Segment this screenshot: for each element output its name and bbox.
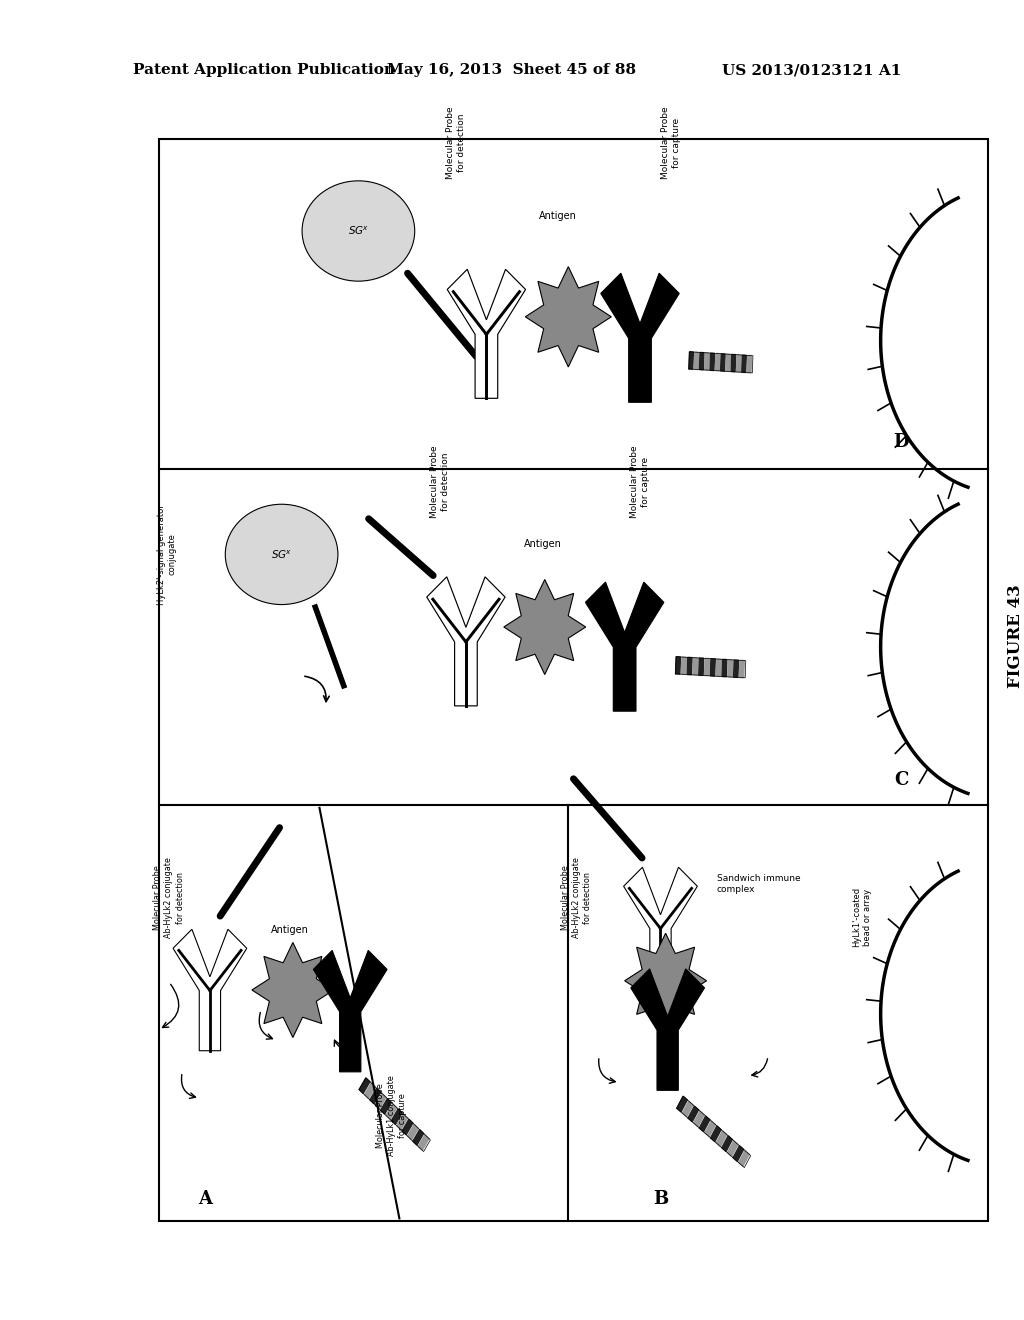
- Polygon shape: [682, 1101, 693, 1117]
- Polygon shape: [726, 354, 730, 371]
- Text: SG$^x$: SG$^x$: [271, 548, 292, 561]
- Polygon shape: [688, 1106, 698, 1122]
- Polygon shape: [716, 354, 720, 371]
- Polygon shape: [693, 1111, 705, 1127]
- Polygon shape: [748, 355, 752, 372]
- Text: Molecular Probe
for detection: Molecular Probe for detection: [445, 106, 466, 180]
- Polygon shape: [586, 582, 664, 711]
- Text: HyLk1'-coated
bead or array: HyLk1'-coated bead or array: [852, 887, 872, 948]
- Text: Molecular Probe
Ab-HyLk1 conjugate
for capture: Molecular Probe Ab-HyLk1 conjugate for c…: [376, 1074, 407, 1156]
- Polygon shape: [687, 657, 692, 675]
- Polygon shape: [681, 657, 686, 675]
- Polygon shape: [525, 267, 611, 367]
- Polygon shape: [625, 933, 707, 1028]
- Text: Molecular Probe
Ab-HyLk2 conjugate
for detection: Molecular Probe Ab-HyLk2 conjugate for d…: [154, 857, 184, 939]
- Polygon shape: [386, 1104, 396, 1119]
- Polygon shape: [402, 1119, 413, 1135]
- Text: B: B: [653, 1189, 668, 1208]
- Bar: [159, 139, 988, 1221]
- Polygon shape: [391, 1109, 402, 1125]
- Polygon shape: [733, 660, 738, 677]
- Polygon shape: [722, 1135, 732, 1151]
- Polygon shape: [693, 657, 698, 675]
- Text: D: D: [893, 433, 909, 451]
- Text: Antigen: Antigen: [524, 539, 561, 549]
- Polygon shape: [413, 1130, 424, 1146]
- Text: Antigen: Antigen: [271, 924, 308, 935]
- Polygon shape: [252, 942, 334, 1038]
- Polygon shape: [631, 969, 705, 1090]
- Polygon shape: [375, 1093, 386, 1109]
- Text: FIGURE 43: FIGURE 43: [1007, 585, 1024, 688]
- Text: Patent Application Publication: Patent Application Publication: [133, 63, 395, 78]
- Polygon shape: [418, 1135, 429, 1150]
- Polygon shape: [699, 1115, 710, 1131]
- Ellipse shape: [225, 504, 338, 605]
- Polygon shape: [689, 352, 693, 370]
- Polygon shape: [699, 352, 705, 370]
- Polygon shape: [739, 660, 744, 677]
- Polygon shape: [727, 1140, 738, 1156]
- Polygon shape: [733, 1146, 743, 1162]
- Polygon shape: [370, 1088, 381, 1104]
- Polygon shape: [381, 1098, 391, 1114]
- Text: Molecular Probe
for detection: Molecular Probe for detection: [430, 445, 451, 519]
- Polygon shape: [427, 577, 505, 706]
- Polygon shape: [359, 1078, 370, 1093]
- Polygon shape: [504, 579, 586, 675]
- Polygon shape: [705, 1121, 716, 1137]
- Polygon shape: [408, 1125, 418, 1140]
- Polygon shape: [722, 660, 727, 677]
- Text: US 2013/0123121 A1: US 2013/0123121 A1: [722, 63, 901, 78]
- Polygon shape: [313, 950, 387, 1072]
- Text: A: A: [198, 1189, 212, 1208]
- Polygon shape: [731, 355, 736, 372]
- Polygon shape: [738, 1151, 750, 1167]
- Polygon shape: [705, 352, 710, 370]
- Polygon shape: [710, 354, 715, 371]
- Polygon shape: [728, 660, 733, 677]
- Polygon shape: [711, 659, 716, 676]
- Text: Antigen: Antigen: [540, 211, 577, 222]
- Polygon shape: [711, 1126, 721, 1142]
- Text: Molecular Probe
for capture: Molecular Probe for capture: [660, 106, 681, 180]
- Polygon shape: [676, 657, 681, 675]
- Polygon shape: [365, 1084, 375, 1098]
- Ellipse shape: [302, 181, 415, 281]
- Polygon shape: [677, 1096, 687, 1111]
- Polygon shape: [705, 659, 710, 676]
- Polygon shape: [716, 659, 721, 676]
- Text: HyLk2'-signal generator
conjugate: HyLk2'-signal generator conjugate: [157, 504, 177, 605]
- Polygon shape: [173, 929, 247, 1051]
- Polygon shape: [396, 1114, 408, 1130]
- Text: Molecular Probe
Ab-HyLk2 conjugate
for detection: Molecular Probe Ab-HyLk2 conjugate for d…: [561, 857, 592, 939]
- Text: Molecular Probe
for capture: Molecular Probe for capture: [630, 445, 650, 519]
- Polygon shape: [694, 352, 698, 370]
- Polygon shape: [601, 273, 679, 403]
- Polygon shape: [741, 355, 746, 372]
- Text: Sandwich immune
complex: Sandwich immune complex: [717, 874, 801, 895]
- Polygon shape: [698, 659, 703, 676]
- Polygon shape: [447, 269, 525, 399]
- Polygon shape: [736, 355, 741, 372]
- Text: C: C: [894, 771, 908, 789]
- Polygon shape: [716, 1131, 727, 1147]
- Text: May 16, 2013  Sheet 45 of 88: May 16, 2013 Sheet 45 of 88: [387, 63, 637, 78]
- Polygon shape: [721, 354, 725, 371]
- Text: SG$^x$: SG$^x$: [348, 224, 369, 238]
- Polygon shape: [624, 867, 697, 989]
